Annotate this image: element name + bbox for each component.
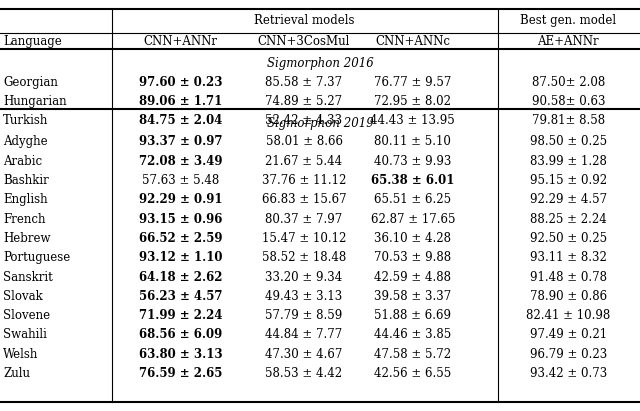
Text: 42.56 ± 6.55: 42.56 ± 6.55 — [374, 367, 451, 380]
Text: Welsh: Welsh — [3, 348, 38, 361]
Text: 95.15 ± 0.92: 95.15 ± 0.92 — [530, 174, 607, 187]
Text: AE+ANNr: AE+ANNr — [538, 35, 599, 48]
Text: Arabic: Arabic — [3, 155, 42, 168]
Text: 40.73 ± 9.93: 40.73 ± 9.93 — [374, 155, 451, 168]
Text: Best gen. model: Best gen. model — [520, 14, 616, 28]
Text: 93.15 ± 0.96: 93.15 ± 0.96 — [139, 212, 222, 226]
Text: 15.47 ± 10.12: 15.47 ± 10.12 — [262, 232, 346, 245]
Text: 58.01 ± 8.66: 58.01 ± 8.66 — [266, 135, 342, 148]
Text: CNN+3CosMul: CNN+3CosMul — [258, 35, 350, 48]
Text: 57.63 ± 5.48: 57.63 ± 5.48 — [142, 174, 219, 187]
Text: 90.58± 0.63: 90.58± 0.63 — [532, 95, 605, 108]
Text: 44.46 ± 3.85: 44.46 ± 3.85 — [374, 328, 451, 342]
Text: 98.50 ± 0.25: 98.50 ± 0.25 — [530, 135, 607, 148]
Text: Slovak: Slovak — [3, 290, 43, 303]
Text: 83.99 ± 1.28: 83.99 ± 1.28 — [530, 155, 607, 168]
Text: 72.95 ± 8.02: 72.95 ± 8.02 — [374, 95, 451, 108]
Text: 70.53 ± 9.88: 70.53 ± 9.88 — [374, 251, 451, 264]
Text: 76.59 ± 2.65: 76.59 ± 2.65 — [139, 367, 222, 380]
Text: 93.12 ± 1.10: 93.12 ± 1.10 — [139, 251, 222, 264]
Text: 44.84 ± 7.77: 44.84 ± 7.77 — [266, 328, 342, 342]
Text: 84.75 ± 2.04: 84.75 ± 2.04 — [139, 114, 222, 127]
Text: 76.77 ± 9.57: 76.77 ± 9.57 — [374, 76, 451, 89]
Text: Sigmorphon 2019: Sigmorphon 2019 — [267, 117, 373, 130]
Text: 64.18 ± 2.62: 64.18 ± 2.62 — [139, 270, 222, 284]
Text: Portuguese: Portuguese — [3, 251, 70, 264]
Text: Zulu: Zulu — [3, 367, 30, 380]
Text: 66.83 ± 15.67: 66.83 ± 15.67 — [262, 193, 346, 206]
Text: Bashkir: Bashkir — [3, 174, 49, 187]
Text: Adyghe: Adyghe — [3, 135, 48, 148]
Text: 82.41 ± 10.98: 82.41 ± 10.98 — [526, 309, 611, 322]
Text: 66.52 ± 2.59: 66.52 ± 2.59 — [139, 232, 222, 245]
Text: 93.11 ± 8.32: 93.11 ± 8.32 — [530, 251, 607, 264]
Text: 47.58 ± 5.72: 47.58 ± 5.72 — [374, 348, 451, 361]
Text: 72.08 ± 3.49: 72.08 ± 3.49 — [139, 155, 222, 168]
Text: 68.56 ± 6.09: 68.56 ± 6.09 — [139, 328, 222, 342]
Text: 89.06 ± 1.71: 89.06 ± 1.71 — [139, 95, 222, 108]
Text: Slovene: Slovene — [3, 309, 51, 322]
Text: 44.43 ± 13.95: 44.43 ± 13.95 — [371, 114, 455, 127]
Text: 97.49 ± 0.21: 97.49 ± 0.21 — [530, 328, 607, 342]
Text: 80.37 ± 7.97: 80.37 ± 7.97 — [266, 212, 342, 226]
Text: 33.20 ± 9.34: 33.20 ± 9.34 — [266, 270, 342, 284]
Text: 62.87 ± 17.65: 62.87 ± 17.65 — [371, 212, 455, 226]
Text: 79.81± 8.58: 79.81± 8.58 — [532, 114, 605, 127]
Text: 78.90 ± 0.86: 78.90 ± 0.86 — [530, 290, 607, 303]
Text: 74.89 ± 5.27: 74.89 ± 5.27 — [266, 95, 342, 108]
Text: 63.80 ± 3.13: 63.80 ± 3.13 — [139, 348, 222, 361]
Text: 87.50± 2.08: 87.50± 2.08 — [532, 76, 605, 89]
Text: Turkish: Turkish — [3, 114, 49, 127]
Text: 21.67 ± 5.44: 21.67 ± 5.44 — [266, 155, 342, 168]
Text: 85.58 ± 7.37: 85.58 ± 7.37 — [266, 76, 342, 89]
Text: 58.52 ± 18.48: 58.52 ± 18.48 — [262, 251, 346, 264]
Text: 65.38 ± 6.01: 65.38 ± 6.01 — [371, 174, 454, 187]
Text: 71.99 ± 2.24: 71.99 ± 2.24 — [139, 309, 222, 322]
Text: Sanskrit: Sanskrit — [3, 270, 53, 284]
Text: French: French — [3, 212, 45, 226]
Text: 37.76 ± 11.12: 37.76 ± 11.12 — [262, 174, 346, 187]
Text: 80.11 ± 5.10: 80.11 ± 5.10 — [374, 135, 451, 148]
Text: 97.60 ± 0.23: 97.60 ± 0.23 — [139, 76, 222, 89]
Text: 56.23 ± 4.57: 56.23 ± 4.57 — [139, 290, 222, 303]
Text: 93.42 ± 0.73: 93.42 ± 0.73 — [530, 367, 607, 380]
Text: 39.58 ± 3.37: 39.58 ± 3.37 — [374, 290, 451, 303]
Text: Hungarian: Hungarian — [3, 95, 67, 108]
Text: 49.43 ± 3.13: 49.43 ± 3.13 — [266, 290, 342, 303]
Text: CNN+ANNr: CNN+ANNr — [143, 35, 218, 48]
Text: CNN+ANNc: CNN+ANNc — [375, 35, 451, 48]
Text: 91.48 ± 0.78: 91.48 ± 0.78 — [530, 270, 607, 284]
Text: 51.88 ± 6.69: 51.88 ± 6.69 — [374, 309, 451, 322]
Text: Retrieval models: Retrieval models — [253, 14, 355, 28]
Text: Language: Language — [3, 35, 62, 48]
Text: Swahili: Swahili — [3, 328, 47, 342]
Text: English: English — [3, 193, 48, 206]
Text: 96.79 ± 0.23: 96.79 ± 0.23 — [530, 348, 607, 361]
Text: 65.51 ± 6.25: 65.51 ± 6.25 — [374, 193, 451, 206]
Text: Georgian: Georgian — [3, 76, 58, 89]
Text: 58.53 ± 4.42: 58.53 ± 4.42 — [266, 367, 342, 380]
Text: Hebrew: Hebrew — [3, 232, 51, 245]
Text: 52.42 ± 4.33: 52.42 ± 4.33 — [266, 114, 342, 127]
Text: 42.59 ± 4.88: 42.59 ± 4.88 — [374, 270, 451, 284]
Text: 88.25 ± 2.24: 88.25 ± 2.24 — [530, 212, 607, 226]
Text: Sigmorphon 2016: Sigmorphon 2016 — [267, 57, 373, 70]
Text: 36.10 ± 4.28: 36.10 ± 4.28 — [374, 232, 451, 245]
Text: 93.37 ± 0.97: 93.37 ± 0.97 — [139, 135, 222, 148]
Text: 47.30 ± 4.67: 47.30 ± 4.67 — [266, 348, 342, 361]
Text: 92.29 ± 4.57: 92.29 ± 4.57 — [530, 193, 607, 206]
Text: 92.50 ± 0.25: 92.50 ± 0.25 — [530, 232, 607, 245]
Text: 92.29 ± 0.91: 92.29 ± 0.91 — [139, 193, 222, 206]
Text: 57.79 ± 8.59: 57.79 ± 8.59 — [266, 309, 342, 322]
